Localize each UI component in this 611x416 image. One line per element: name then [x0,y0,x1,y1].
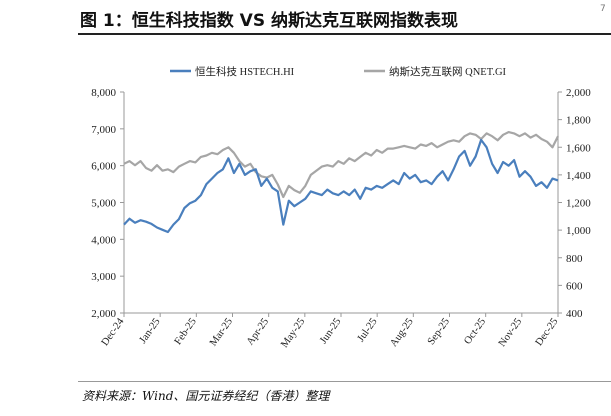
x-tick-label: Jan-25 [138,316,163,345]
title-underline [78,33,611,35]
x-tick-label: Jul-25 [356,316,380,344]
legend-label-qnet: 纳斯达克互联网 QNET.GI [389,65,507,78]
right-tick-label: 1,000 [566,225,591,237]
left-tick-label: 7,000 [91,124,116,136]
x-tick-label: Nov-25 [497,316,524,349]
x-tick-label: Jun-25 [318,316,343,346]
figure-title: 图 1：恒生科技指数 VS 纳斯达克互联网指数表现 [80,11,458,31]
x-tick-label: Mar-25 [208,316,235,348]
x-tick-label: May-25 [279,316,307,350]
right-tick-label: 600 [566,280,583,292]
right-tick-label: 400 [566,308,583,320]
left-tick-label: 4,000 [91,234,116,246]
source-divider [78,381,611,382]
right-tick-label: 1,200 [566,198,591,210]
right-tick-label: 1,400 [566,170,591,182]
source-note: 资料来源：Wind、国元证券经纪（香港）整理 [82,389,330,403]
left-tick-label: 8,000 [91,87,116,99]
x-tick-label: Dec-24 [100,316,127,348]
x-tick-label: Sep-25 [426,316,452,347]
right-tick-label: 800 [566,253,583,265]
x-tick-label: Oct-25 [462,316,488,346]
legend-label-hstech: 恒生科技 HSTECH.HI [195,65,295,78]
right-tick-label: 2,000 [566,87,591,99]
right-tick-label: 1,800 [566,115,591,127]
chart-legend: 恒生科技 HSTECH.HI 纳斯达克互联网 QNET.GI [170,65,507,78]
series-line-hstech [123,138,559,234]
left-tick-label: 3,000 [91,271,116,283]
left-tick-label: 6,000 [91,161,116,173]
corner-mark: 7 [600,4,606,14]
left-tick-label: 2,000 [91,308,116,320]
chart-axes: 2,000 3,000 4,000 5,000 6,000 7,000 8,000 400 60… [91,87,591,350]
x-tick-label: Apr-25 [245,316,271,347]
series-line-qnet [123,131,559,199]
x-tick-label: Aug-25 [388,316,415,349]
x-tick-label: Feb-25 [173,316,199,347]
left-tick-label: 5,000 [91,198,116,210]
chart-series [123,131,559,234]
right-tick-label: 1,600 [566,142,591,154]
x-tick-label: Dec-25 [534,316,561,348]
